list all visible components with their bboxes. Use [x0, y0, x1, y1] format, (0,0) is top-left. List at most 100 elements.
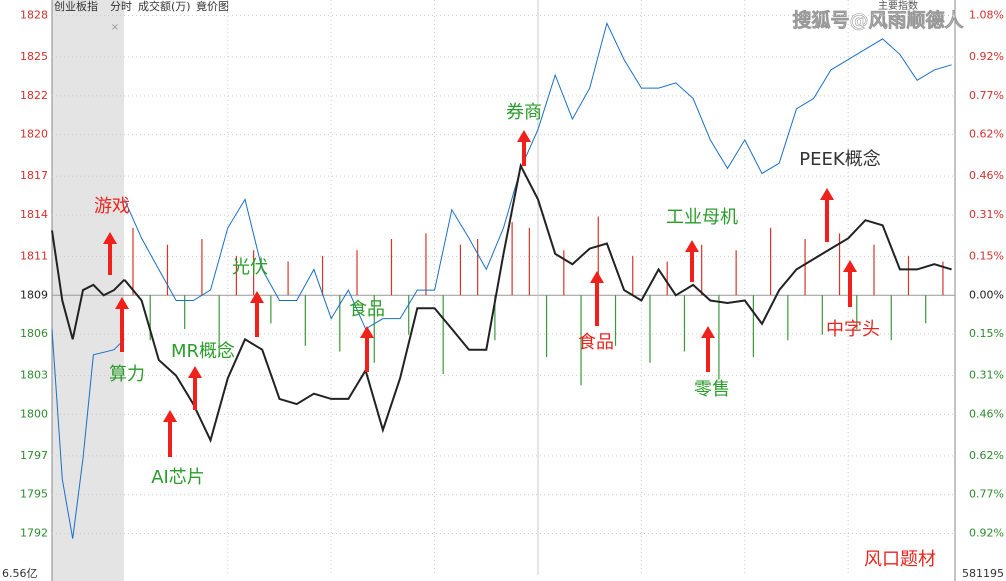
volume-bar — [907, 255, 910, 296]
volume-bar — [373, 295, 375, 363]
annotation: 食品 — [578, 332, 614, 353]
index-name: 创业板指 — [54, 0, 98, 13]
y2-tick-label: 1820 — [20, 128, 48, 141]
close-icon[interactable]: × — [111, 22, 119, 33]
arrow — [517, 130, 531, 166]
volume-bar — [304, 295, 306, 346]
volume-bar — [511, 222, 513, 296]
volume-bar — [235, 255, 237, 296]
annotation: 游戏 — [94, 196, 130, 217]
volume-bar — [787, 295, 789, 341]
mode: 分时 — [110, 0, 132, 13]
arrow — [115, 297, 129, 352]
y-tick-label: 0.46% — [969, 407, 1004, 420]
annotation: 中字头 — [826, 319, 880, 340]
volume-bar — [201, 239, 203, 296]
y2-tick-label: 1828 — [20, 9, 48, 22]
price-line — [51, 328, 125, 539]
volume-bar — [752, 295, 754, 358]
y-tick-label: 0.31% — [969, 208, 1004, 221]
volume-bar — [270, 295, 272, 324]
volume-bar — [356, 250, 358, 296]
volume-bar — [459, 244, 462, 296]
volume-bar — [718, 295, 720, 380]
price-line — [123, 21, 952, 330]
volume-bar — [925, 295, 927, 324]
volume-bar — [821, 295, 823, 335]
volume-bar — [477, 239, 479, 296]
y2-tick-label: 1797 — [20, 449, 48, 462]
y-tick-label: 1.08% — [969, 9, 1004, 22]
volume-bar — [253, 250, 255, 296]
volume-bar — [545, 295, 548, 358]
arrow — [250, 291, 264, 337]
arrow — [360, 326, 374, 372]
y2-tick-label: 1811 — [20, 249, 48, 262]
y-tick-label: 0.15% — [969, 249, 1004, 262]
arrow — [163, 410, 177, 457]
annotation: 券商 — [506, 102, 542, 123]
price-line — [123, 162, 952, 444]
volume-bar — [683, 295, 686, 352]
volume-bar — [494, 295, 496, 341]
volume-bar — [838, 233, 841, 296]
volume-bar — [184, 295, 186, 330]
annotation: 算力 — [109, 364, 145, 385]
volume-bar — [649, 295, 651, 363]
volume-bar — [890, 295, 892, 341]
arrow — [188, 366, 202, 410]
watermark: 搜狐号@风雨顺德人 — [792, 9, 964, 32]
volume-bar — [132, 227, 134, 296]
total-amount: 6.56亿 — [2, 567, 38, 580]
annotation: 工业母机 — [666, 207, 738, 228]
y-tick-label: 0.62% — [969, 449, 1004, 462]
volume-count: 581195 — [962, 567, 1004, 580]
arrow — [820, 188, 834, 242]
view: 竟价图 — [196, 0, 229, 13]
y-tick-label: 0.77% — [969, 488, 1004, 501]
volume-bar — [614, 295, 617, 346]
y2-tick-label: 1809 — [20, 288, 48, 301]
volume-bar — [442, 295, 444, 375]
y2-tick-label: 1814 — [20, 208, 48, 221]
y2-tick-label: 1792 — [20, 527, 48, 540]
y-tick-label: 0.62% — [969, 128, 1004, 141]
volume-bar — [425, 233, 427, 296]
y2-tick-label: 1795 — [20, 488, 48, 501]
volume-bar — [563, 250, 565, 296]
annotation: 零售 — [694, 379, 730, 400]
y-tick-label: 0.77% — [969, 89, 1004, 102]
volume-bar — [666, 261, 668, 296]
tag: 风口题材 — [864, 549, 936, 570]
y2-tick-label: 1803 — [20, 369, 48, 382]
y2-tick-label: 1806 — [20, 327, 48, 340]
y2-tick-label: 1825 — [20, 50, 48, 63]
arrow — [590, 271, 604, 326]
volume-bar — [408, 295, 410, 335]
y2-tick-label: 1822 — [20, 89, 48, 102]
y2-tick-label: 1817 — [20, 169, 48, 182]
arrow — [685, 240, 699, 282]
volume-bar — [218, 295, 220, 358]
volume-bar — [528, 227, 530, 296]
volume-bar — [856, 295, 858, 330]
volume-bar — [287, 261, 289, 296]
y-tick-label: 0.46% — [969, 169, 1004, 182]
measure: 成交额(万) — [138, 0, 191, 13]
volume-bar — [390, 239, 393, 296]
panel-label[interactable]: 主要指数 — [878, 0, 918, 12]
y2-tick-label: 1800 — [20, 407, 48, 420]
annotation: AI芯片 — [151, 467, 205, 488]
volume-bar — [942, 261, 944, 296]
volume-bar — [770, 227, 772, 296]
volume-bar — [339, 295, 341, 352]
y-tick-label: 0.00% — [969, 288, 1004, 301]
arrow — [701, 326, 715, 372]
annotation: 食品 — [349, 299, 385, 320]
volume-bar — [597, 216, 599, 296]
y-tick-label: 0.15% — [969, 327, 1004, 340]
volume-bar — [701, 244, 703, 296]
price-line — [51, 230, 126, 340]
